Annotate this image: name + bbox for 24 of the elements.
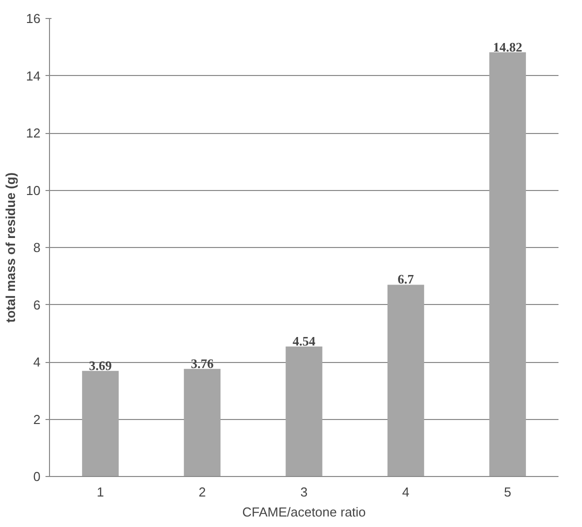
y-tick-label: 4 xyxy=(33,354,41,370)
x-tick-label: 1 xyxy=(96,484,104,500)
data-label: 14.82 xyxy=(492,39,522,54)
x-axis-title: CFAME/acetone ratio xyxy=(242,504,366,520)
bar xyxy=(82,370,119,476)
x-tick-label: 5 xyxy=(504,484,512,500)
y-tick-label: 10 xyxy=(26,182,41,198)
bar xyxy=(489,52,526,476)
data-label: 4.54 xyxy=(292,334,316,349)
y-axis-title: total mass of residue (g) xyxy=(3,172,18,323)
bar xyxy=(387,284,424,476)
x-tick-label: 4 xyxy=(402,484,410,500)
y-tick-label: 16 xyxy=(26,11,41,26)
bar xyxy=(286,346,322,476)
data-label: 6.7 xyxy=(398,272,414,287)
x-tick-label: 2 xyxy=(198,484,206,500)
x-tick-label: 3 xyxy=(300,484,308,500)
y-tick-label: 6 xyxy=(33,297,41,312)
y-tick-label: 8 xyxy=(33,240,41,255)
y-tick-label: 2 xyxy=(33,412,41,427)
bar xyxy=(184,368,221,476)
y-tick-label: 12 xyxy=(26,126,41,140)
y-tick-label: 0 xyxy=(33,469,41,484)
y-tick-label: 14 xyxy=(26,68,41,84)
